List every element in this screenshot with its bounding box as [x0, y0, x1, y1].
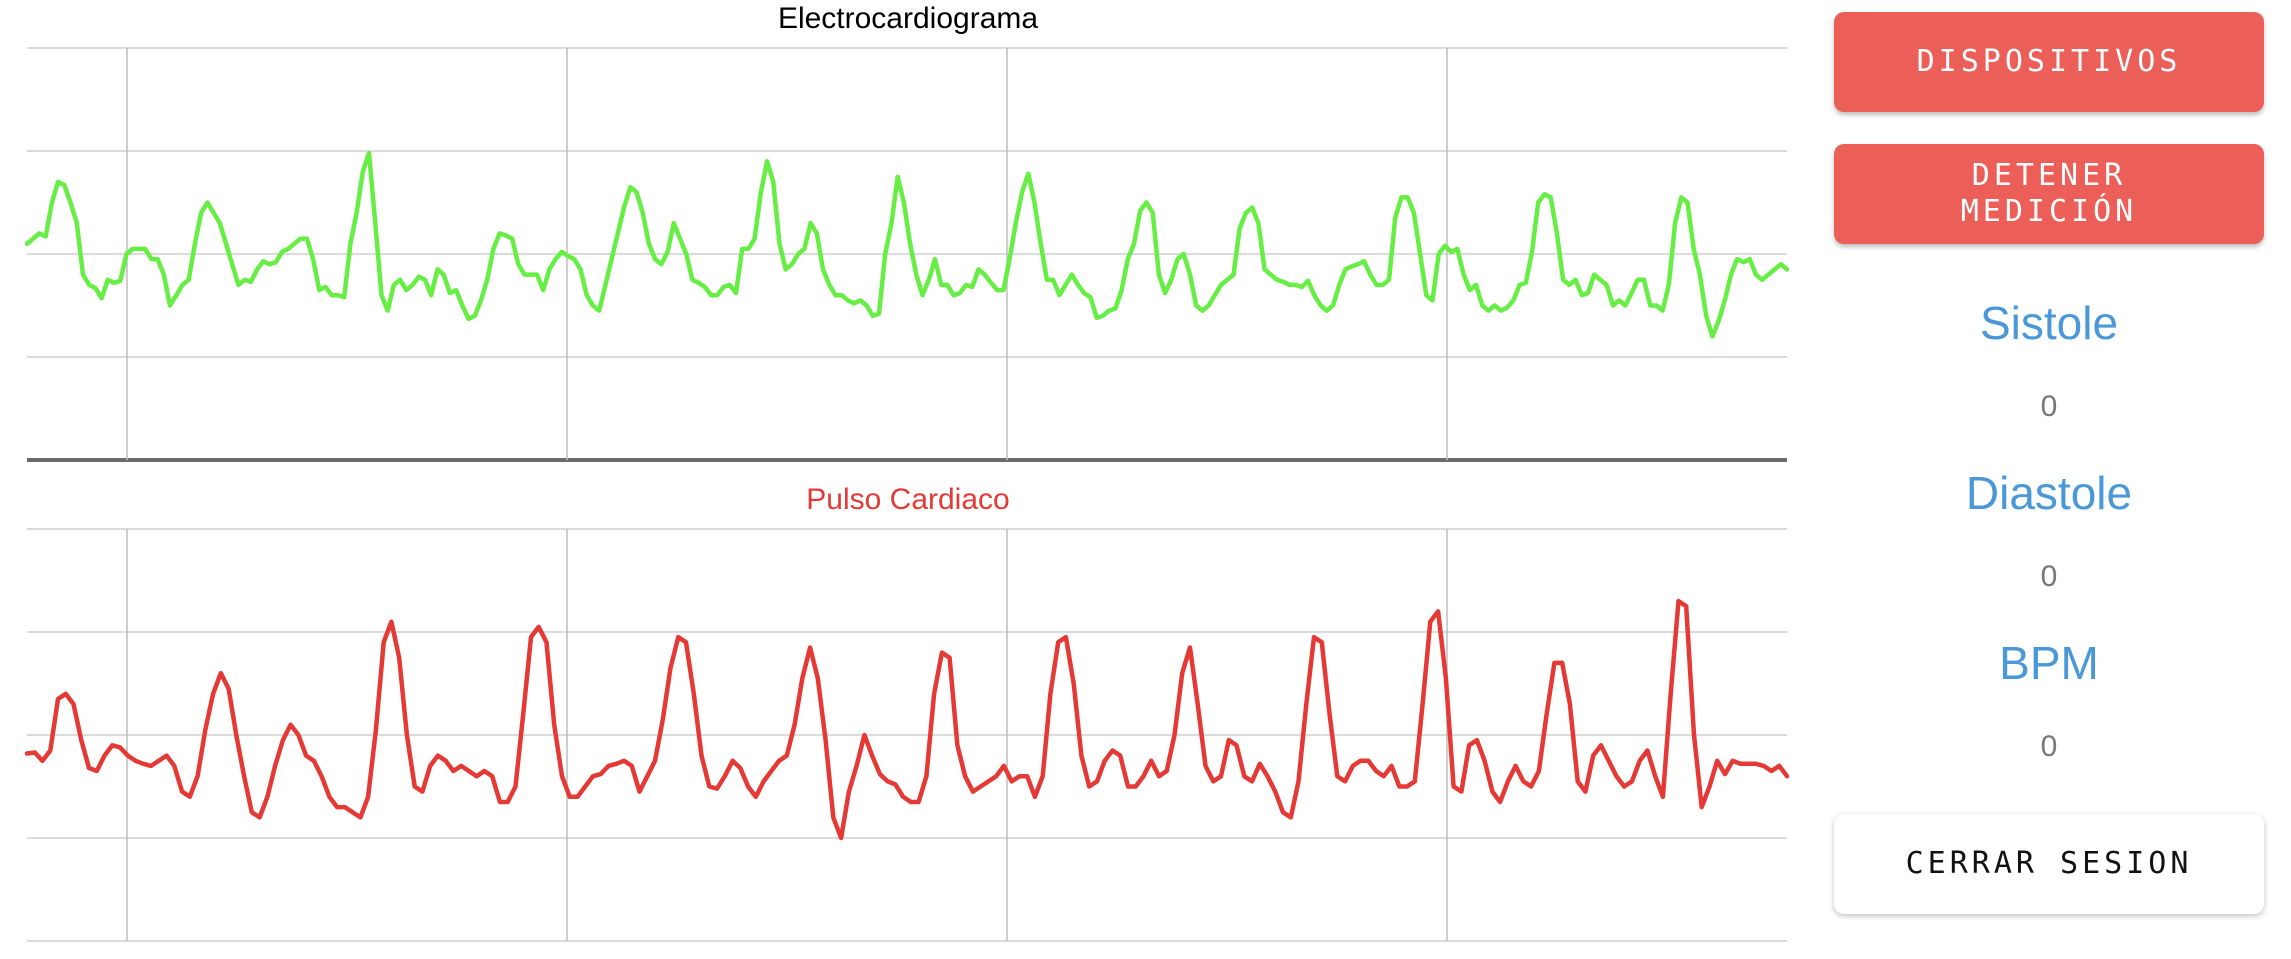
- ecg-chart-title: Electrocardiograma: [777, 2, 1039, 35]
- ecg-chart: [24, 47, 1790, 462]
- systole-label: Sistole: [1979, 297, 2119, 349]
- logout-button[interactable]: CERRAR SESION: [1834, 814, 2264, 914]
- bpm-value: 0: [2040, 730, 2058, 763]
- ecg-series-line: [24, 150, 1790, 339]
- charts-canvas: [24, 47, 1790, 942]
- diastole-label: Diastole: [1965, 467, 2133, 519]
- pulse-series-line: [24, 598, 1790, 841]
- systole-value: 0: [2040, 390, 2058, 423]
- bpm-label: BPM: [1999, 637, 2099, 689]
- pulse-chart-title: Pulso Cardiaco: [806, 483, 1010, 516]
- diastole-value: 0: [2040, 560, 2058, 593]
- devices-button[interactable]: DISPOSITIVOS: [1834, 12, 2264, 112]
- pulse-chart: [24, 528, 1790, 942]
- stop-measurement-button[interactable]: DETENER MEDICIÓN: [1834, 144, 2264, 244]
